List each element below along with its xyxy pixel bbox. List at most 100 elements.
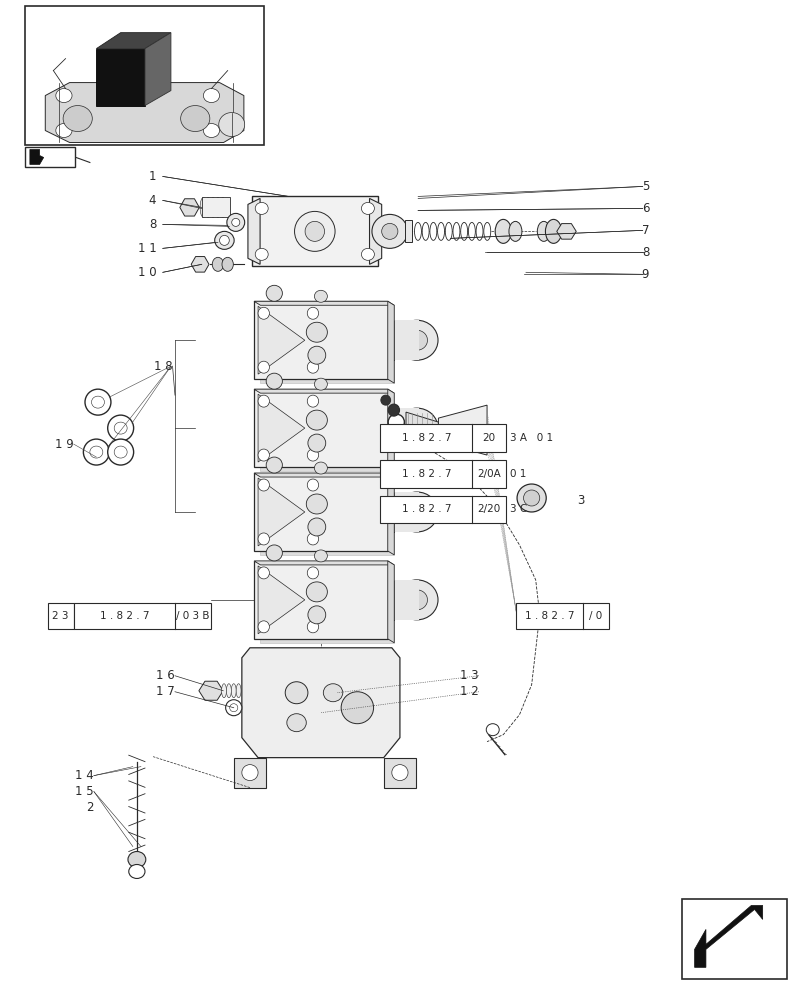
Polygon shape	[242, 648, 400, 758]
Ellipse shape	[214, 231, 234, 249]
Ellipse shape	[214, 197, 221, 217]
Ellipse shape	[361, 202, 374, 214]
Ellipse shape	[314, 550, 327, 562]
Ellipse shape	[203, 89, 219, 103]
Ellipse shape	[545, 219, 561, 243]
Text: 1 1: 1 1	[137, 242, 157, 255]
Bar	[251, 196, 377, 266]
Ellipse shape	[286, 714, 306, 732]
Ellipse shape	[114, 446, 127, 458]
Ellipse shape	[212, 257, 223, 271]
Ellipse shape	[437, 222, 444, 240]
Text: 1 4: 1 4	[75, 769, 94, 782]
Bar	[380, 496, 505, 523]
Polygon shape	[97, 49, 145, 106]
Ellipse shape	[429, 222, 436, 240]
Ellipse shape	[517, 484, 546, 512]
Polygon shape	[191, 257, 208, 272]
Ellipse shape	[537, 221, 550, 241]
Polygon shape	[258, 394, 304, 462]
Ellipse shape	[56, 89, 72, 103]
Ellipse shape	[307, 346, 325, 364]
Text: 3 A   0 1: 3 A 0 1	[509, 433, 552, 443]
Ellipse shape	[314, 290, 327, 302]
Ellipse shape	[406, 590, 427, 610]
Ellipse shape	[200, 197, 206, 217]
Ellipse shape	[56, 124, 72, 138]
Text: 5: 5	[641, 180, 648, 193]
Ellipse shape	[361, 248, 374, 260]
Ellipse shape	[396, 408, 437, 448]
Ellipse shape	[486, 724, 499, 736]
Ellipse shape	[219, 197, 225, 217]
Polygon shape	[260, 565, 394, 643]
Text: 2: 2	[86, 801, 94, 814]
Ellipse shape	[306, 322, 327, 342]
Ellipse shape	[226, 684, 231, 698]
Text: 8: 8	[641, 246, 648, 259]
Polygon shape	[260, 477, 394, 555]
Ellipse shape	[414, 222, 421, 240]
Bar	[394, 492, 418, 532]
Ellipse shape	[306, 410, 327, 430]
Polygon shape	[260, 393, 394, 471]
Ellipse shape	[84, 439, 109, 465]
Ellipse shape	[388, 404, 399, 416]
Ellipse shape	[218, 113, 244, 137]
Ellipse shape	[323, 684, 342, 702]
Bar	[680, 899, 786, 979]
Ellipse shape	[236, 684, 241, 698]
Text: 1 . 8 2 . 7: 1 . 8 2 . 7	[100, 611, 149, 621]
Ellipse shape	[468, 222, 474, 240]
Ellipse shape	[294, 211, 335, 251]
Ellipse shape	[307, 449, 318, 461]
Polygon shape	[260, 305, 394, 383]
Polygon shape	[45, 83, 243, 142]
Ellipse shape	[444, 222, 452, 240]
Text: 2/20: 2/20	[477, 504, 500, 514]
Polygon shape	[369, 198, 381, 264]
Ellipse shape	[209, 197, 216, 217]
Text: 7: 7	[641, 224, 648, 237]
Polygon shape	[145, 33, 170, 106]
Ellipse shape	[305, 221, 324, 241]
Ellipse shape	[523, 490, 539, 506]
Polygon shape	[258, 566, 304, 634]
Ellipse shape	[307, 479, 318, 491]
Ellipse shape	[180, 106, 209, 132]
Polygon shape	[438, 405, 487, 455]
Text: 1 . 8 2 . 7: 1 . 8 2 . 7	[401, 469, 450, 479]
Text: 1 . 8 2 . 7: 1 . 8 2 . 7	[401, 504, 450, 514]
Bar	[201, 197, 230, 217]
Ellipse shape	[307, 567, 318, 579]
Ellipse shape	[508, 221, 521, 241]
Ellipse shape	[108, 439, 134, 465]
Ellipse shape	[392, 765, 407, 781]
Bar	[405, 220, 411, 242]
Text: 1 8: 1 8	[154, 360, 172, 373]
Text: 4: 4	[148, 194, 157, 207]
Ellipse shape	[285, 682, 307, 704]
Polygon shape	[247, 198, 260, 264]
Polygon shape	[30, 149, 44, 164]
Bar	[25, 147, 75, 167]
Ellipse shape	[108, 415, 134, 441]
Text: 1 3: 1 3	[460, 669, 478, 682]
Text: 2/0A: 2/0A	[477, 469, 500, 479]
Ellipse shape	[219, 235, 229, 245]
Polygon shape	[254, 389, 388, 467]
Ellipse shape	[203, 124, 219, 138]
Ellipse shape	[314, 378, 327, 390]
Text: 3 C: 3 C	[509, 504, 526, 514]
Polygon shape	[254, 473, 394, 477]
Polygon shape	[199, 681, 223, 700]
Ellipse shape	[406, 330, 427, 350]
Text: 1 0: 1 0	[138, 266, 157, 279]
Ellipse shape	[483, 222, 490, 240]
Polygon shape	[258, 306, 304, 374]
Ellipse shape	[258, 533, 269, 545]
Ellipse shape	[226, 213, 244, 231]
Ellipse shape	[266, 457, 282, 473]
Polygon shape	[179, 199, 199, 216]
Ellipse shape	[406, 418, 427, 438]
